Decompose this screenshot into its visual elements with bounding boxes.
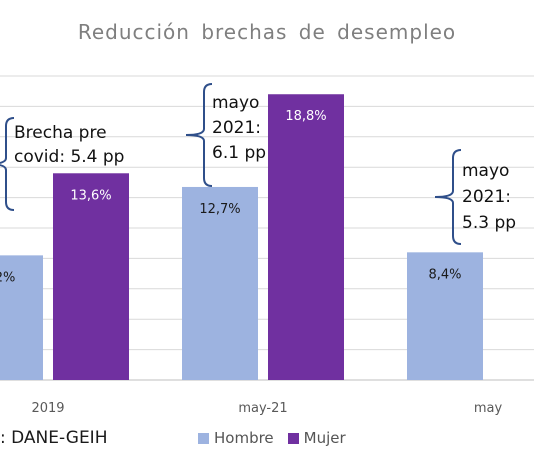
annotation-brace-1 <box>185 83 213 187</box>
legend-swatch-hombre <box>198 432 209 444</box>
annotation-text-2-1: 2021: <box>462 187 511 207</box>
source-note: : DANE-GEIH <box>0 428 108 448</box>
legend: Hombre Mujer <box>198 429 360 447</box>
annotation-text-2-0: mayo <box>462 161 509 181</box>
legend-label-hombre: Hombre <box>214 429 274 447</box>
data-label-mujer-1: 18,8% <box>285 109 326 124</box>
data-labels: 2% 13,6% 12,7% 18,8% 8,4% <box>0 109 462 285</box>
category-label-2: may <box>474 401 503 416</box>
annotations: Brecha pre covid: 5.4 pp mayo 2021: 6.1 pp ma… <box>0 83 516 245</box>
annotation-brace-2 <box>434 149 462 245</box>
bar-mujer-0 <box>53 173 129 380</box>
annotation-text-0-0: Brecha pre <box>14 123 107 143</box>
bar-hombre-0 <box>0 255 43 380</box>
data-label-hombre-0: 2% <box>0 270 15 285</box>
annotation-text-1-1: 2021: <box>212 118 261 138</box>
annotation-text-0-1: covid: 5.4 pp <box>14 147 124 167</box>
annotation-text-1-0: mayo <box>212 93 259 113</box>
bar-mujer-1 <box>268 94 344 381</box>
category-labels: 2019 may-21 may <box>31 401 502 416</box>
bars <box>0 94 483 381</box>
data-label-hombre-2: 8,4% <box>428 267 461 282</box>
category-label-1: may-21 <box>238 401 287 416</box>
annotation-text-1-2: 6.1 pp <box>212 143 266 163</box>
category-label-0: 2019 <box>31 401 64 416</box>
data-label-mujer-0: 13,6% <box>70 188 111 203</box>
chart-title: Reducción brechas de desempleo <box>77 20 457 44</box>
annotation-brace-0 <box>0 117 15 211</box>
bar-hombre-2 <box>407 252 483 380</box>
legend-item-hombre: Hombre <box>198 429 274 447</box>
bar-hombre-1 <box>182 186 258 380</box>
legend-swatch-mujer <box>287 432 299 444</box>
legend-label-mujer: Mujer <box>303 429 346 447</box>
data-label-hombre-1: 12,7% <box>199 202 240 217</box>
annotation-text-2-2: 5.3 pp <box>462 213 516 233</box>
legend-item-mujer: Mujer <box>287 429 346 447</box>
